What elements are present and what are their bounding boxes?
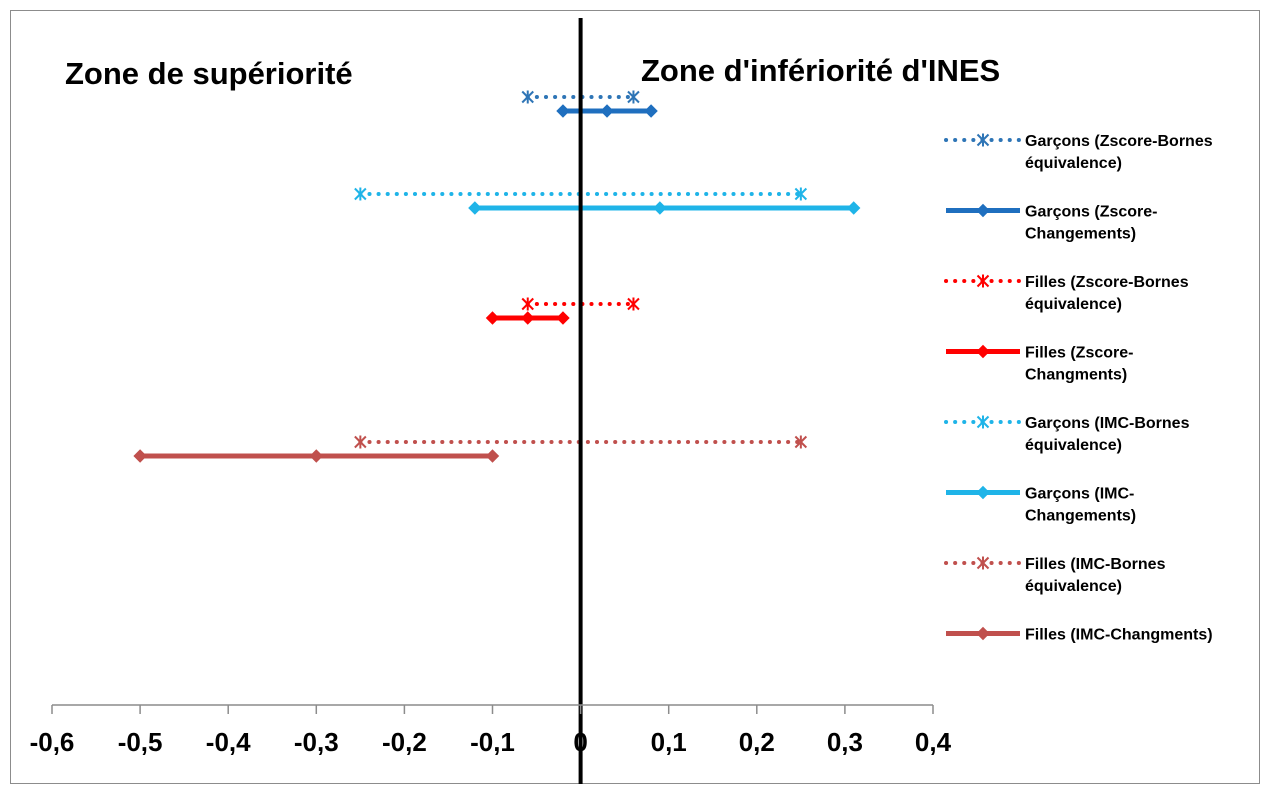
series-garcons-imc-changements (468, 201, 861, 215)
legend: Garçons (Zscore-Bornes équivalence) Garçon… (944, 133, 1213, 644)
x-tick-label: 0 (573, 727, 587, 757)
legend-item-filles-zscore-bornes-equivalence: Filles (Zscore-Bornes équivalence) (944, 274, 1189, 313)
legend-item-filles-imc-bornes-equivalence: Filles (IMC-Bornes équivalence) (944, 556, 1166, 595)
data-point-garcons-imc-changements-2 (847, 201, 861, 215)
x-tick-label: -0,1 (470, 727, 515, 757)
legend-swatch-marker (976, 556, 990, 570)
data-point-garcons-imc-changements-1 (653, 201, 667, 215)
legend-label: Garçons (IMC-Bornes équivalence) (1025, 415, 1190, 454)
legend-item-garcons-imc-bornes-equivalence: Garçons (IMC-Bornes équivalence) (944, 415, 1190, 454)
data-point-garcons-zscore-bornes-equivalence-1 (627, 90, 640, 104)
data-point-filles-imc-changments-0 (133, 449, 147, 463)
data-point-garcons-zscore-bornes-equivalence-0 (521, 90, 534, 104)
data-point-filles-imc-changments-2 (485, 449, 500, 463)
legend-label: Filles (Zscore-Changments) (1025, 345, 1133, 384)
plot-area (133, 18, 861, 784)
series-garcons-zscore-changements (556, 104, 658, 118)
legend-item-filles-zscore-changments: Filles (Zscore-Changments) (946, 345, 1133, 384)
legend-item-garcons-zscore-changements: Garçons (Zscore-Changements) (946, 204, 1157, 243)
data-point-filles-zscore-changments-1 (521, 311, 535, 325)
data-point-filles-imc-bornes-equivalence-0 (354, 435, 367, 449)
legend-label: Garçons (IMC-Changements) (1025, 486, 1136, 525)
legend-swatch-marker (976, 626, 990, 641)
x-tick-label: -0,3 (294, 727, 339, 757)
legend-swatch-marker (976, 203, 990, 218)
series-filles-imc-changments (133, 449, 500, 463)
data-point-filles-zscore-bornes-equivalence-1 (627, 297, 640, 311)
legend-item-garcons-zscore-bornes-equivalence: Garçons (Zscore-Bornes équivalence) (944, 133, 1213, 172)
legend-swatch-marker (976, 344, 990, 359)
x-tick-label: -0,6 (30, 727, 75, 757)
legend-swatch-marker (976, 274, 990, 288)
legend-label: Filles (IMC-Bornes équivalence) (1025, 556, 1166, 595)
data-point-filles-zscore-bornes-equivalence-0 (521, 297, 534, 311)
series-filles-zscore-changments (485, 311, 570, 325)
x-tick-label: 0,4 (915, 727, 952, 757)
data-point-garcons-zscore-changements-0 (556, 104, 570, 118)
x-tick-label: 0,2 (739, 727, 775, 757)
data-point-filles-zscore-changments-0 (485, 311, 500, 325)
legend-swatch-marker (976, 133, 990, 147)
x-tick-label: -0,4 (206, 727, 251, 757)
x-tick-label: 0,1 (651, 727, 687, 757)
data-point-garcons-imc-bornes-equivalence-0 (354, 187, 367, 201)
legend-label: Filles (Zscore-Bornes équivalence) (1025, 274, 1189, 313)
x-tick-label: 0,3 (827, 727, 863, 757)
data-point-garcons-zscore-changements-2 (644, 104, 658, 118)
legend-swatch-marker (976, 485, 990, 500)
data-point-filles-imc-changments-1 (309, 449, 324, 463)
legend-label: Filles (IMC-Changments) (1025, 627, 1213, 644)
legend-item-filles-imc-changments: Filles (IMC-Changments) (946, 627, 1213, 644)
zone-left-label: Zone de supériorité (65, 56, 353, 91)
data-point-garcons-zscore-changements-1 (600, 104, 614, 118)
zone-right-label: Zone d'infériorité d'INES (641, 53, 1000, 88)
data-point-garcons-imc-changements-0 (468, 201, 482, 215)
x-tick-label: -0,5 (118, 727, 163, 757)
legend-item-garcons-imc-changements: Garçons (IMC-Changements) (946, 486, 1136, 525)
x-axis: -0,6 -0,5 -0,4 -0,3 -0,2 -0,1 0 0,1 0,2 0,3 0,4 (30, 704, 952, 757)
data-point-filles-imc-bornes-equivalence-1 (794, 435, 808, 449)
data-point-filles-zscore-changments-2 (556, 311, 570, 325)
x-tick-label: -0,2 (382, 727, 427, 757)
legend-label: Garçons (Zscore-Changements) (1025, 204, 1157, 243)
data-point-garcons-imc-bornes-equivalence-1 (794, 187, 808, 201)
chart-frame (10, 10, 1260, 784)
legend-label: Garçons (Zscore-Bornes équivalence) (1025, 133, 1213, 172)
legend-swatch-marker (976, 415, 990, 429)
